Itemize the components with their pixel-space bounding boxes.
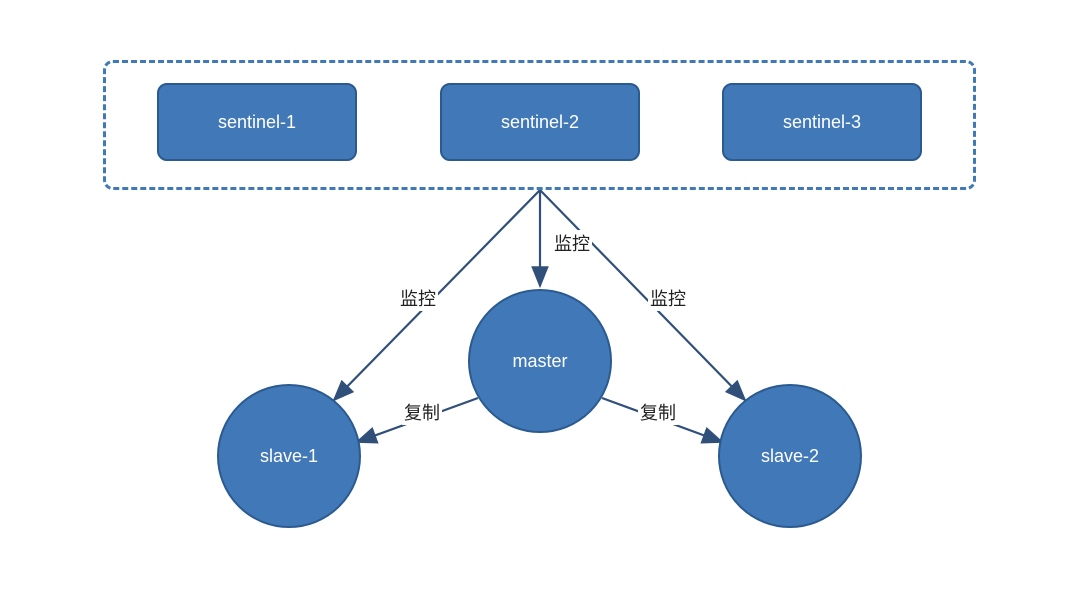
edge-label-master-slave-1: 复制	[402, 399, 442, 425]
edge-label-cluster-slave-2: 监控	[648, 285, 688, 311]
master-label: master	[512, 351, 567, 372]
slave-2-label: slave-2	[761, 446, 819, 467]
sentinel-label: sentinel-2	[501, 112, 579, 133]
sentinel-node-2: sentinel-2	[440, 83, 640, 161]
edge-label-cluster-slave-1: 监控	[398, 285, 438, 311]
sentinel-node-1: sentinel-1	[157, 83, 357, 161]
sentinel-label: sentinel-1	[218, 112, 296, 133]
slave-1-label: slave-1	[260, 446, 318, 467]
sentinel-node-3: sentinel-3	[722, 83, 922, 161]
sentinel-label: sentinel-3	[783, 112, 861, 133]
slave-2-node: slave-2	[718, 384, 862, 528]
slave-1-node: slave-1	[217, 384, 361, 528]
edge-label-cluster-master: 监控	[552, 230, 592, 256]
master-node: master	[468, 289, 612, 433]
edge-label-master-slave-2: 复制	[638, 399, 678, 425]
